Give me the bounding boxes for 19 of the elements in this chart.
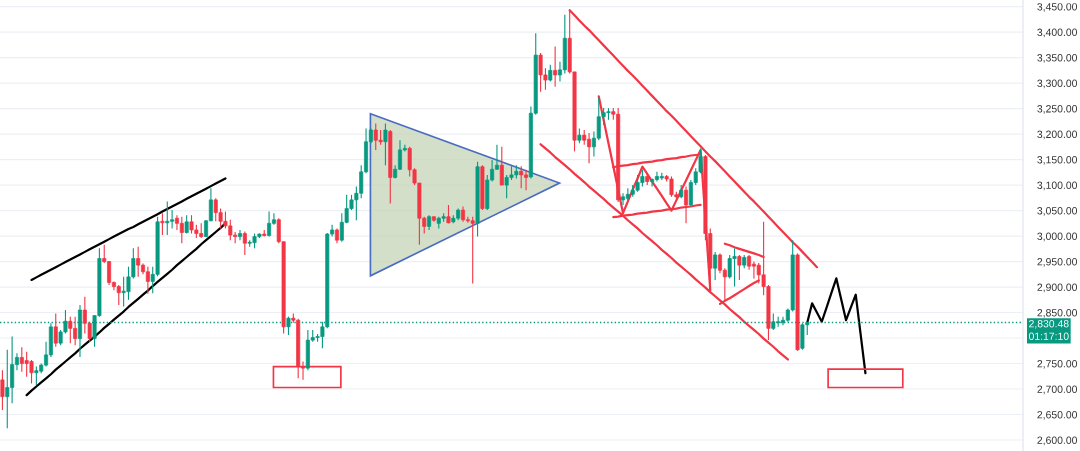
y-tick-label: 3,000.00: [1037, 232, 1078, 242]
y-tick-label: 2,750.00: [1037, 360, 1078, 369]
y-tick-label: 3,250.00: [1037, 105, 1078, 114]
y-tick-label: 2,700.00: [1037, 385, 1078, 395]
y-tick-label: 2,900.00: [1037, 283, 1078, 293]
y-tick-label: 2,950.00: [1037, 258, 1078, 267]
y-tick-label: 3,100.00: [1037, 181, 1078, 191]
text: 01:17:10: [1028, 332, 1069, 340]
y-tick-label: 3,200.00: [1037, 130, 1078, 140]
y-tick-label: 3,400.00: [1037, 28, 1078, 38]
y-tick-label: 2,850.00: [1037, 309, 1078, 318]
y-tick-label: 2,600.00: [1037, 436, 1078, 446]
y-tick-label: 3,450.00: [1037, 3, 1078, 12]
y-tick-label: 3,150.00: [1037, 156, 1078, 165]
y-tick-label: 3,350.00: [1037, 54, 1078, 63]
ref-line-label: 2,830.48: [1029, 320, 1069, 329]
y-tick-label: 2,650.00: [1037, 411, 1078, 420]
y-tick-label: 3,050.00: [1037, 207, 1078, 216]
y-tick-label: 3,300.00: [1037, 79, 1078, 89]
